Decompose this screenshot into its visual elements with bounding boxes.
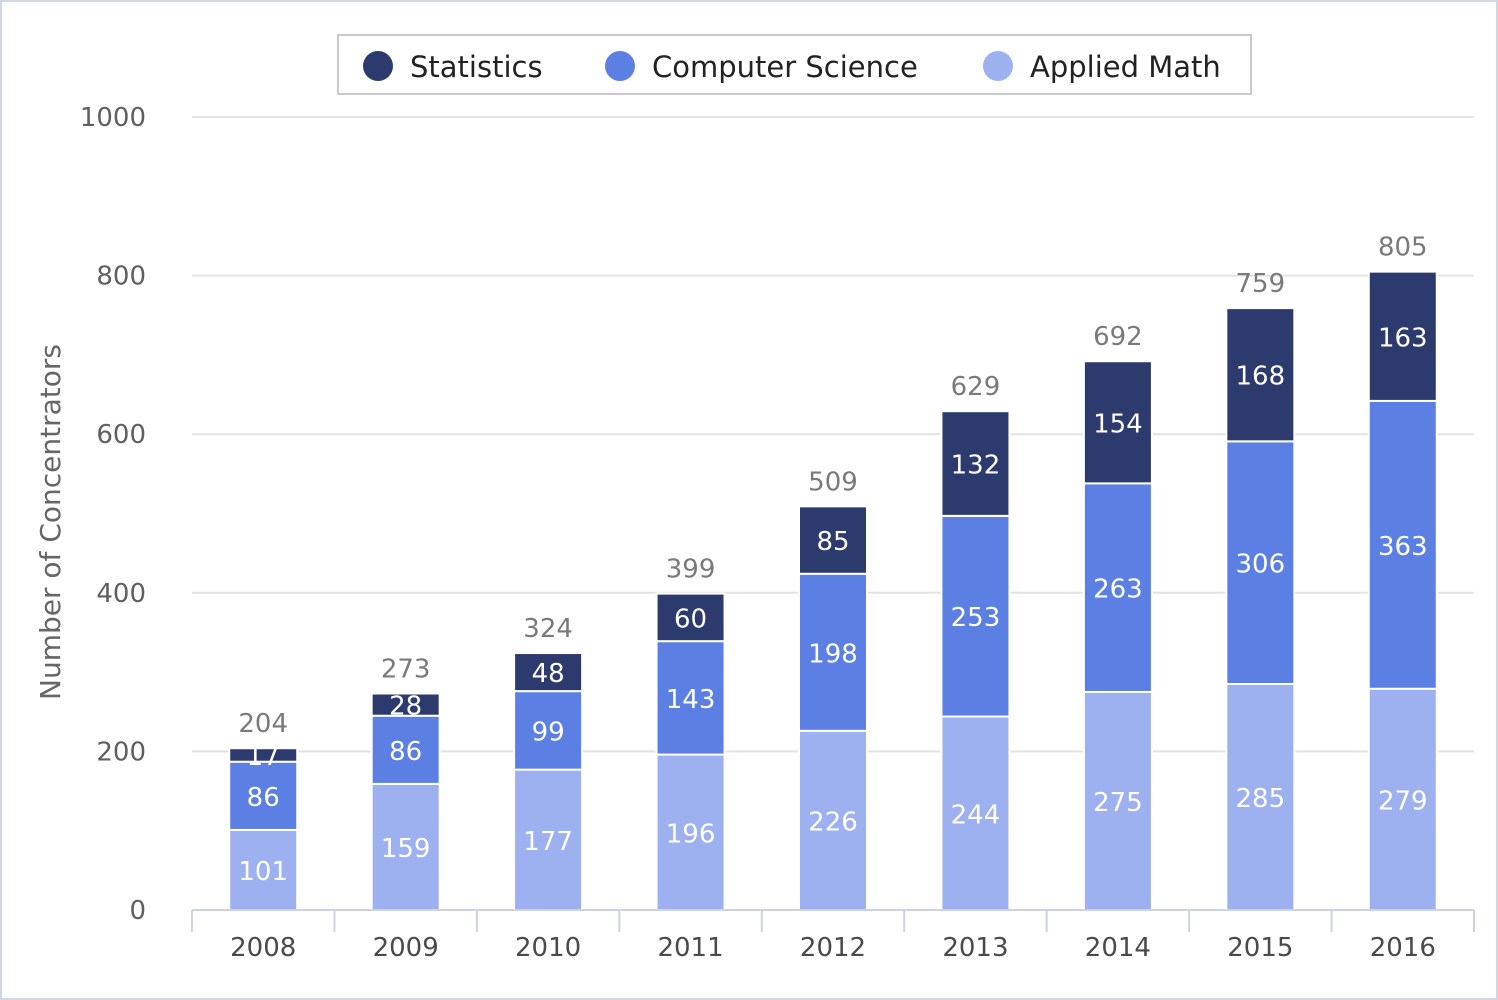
data-label-applied-math-2010: 177 (523, 827, 573, 857)
legend-marker-computer-science[interactable] (605, 51, 635, 81)
data-label-applied-math-2009: 159 (381, 834, 431, 864)
bar-computer-science-2012 (798, 572, 868, 732)
bar-statistics-2013 (940, 410, 1011, 517)
y-axis-title: Number of Concentrators (34, 344, 67, 700)
bar-statistics-2014 (1082, 360, 1153, 485)
data-label-applied-math-2013: 244 (951, 800, 1001, 830)
bar-computer-science-2009 (370, 714, 441, 785)
total-label-2013: 629 (951, 372, 1001, 402)
bar-statistics-2008 (228, 747, 299, 763)
data-label-statistics-2008: 17 (247, 742, 280, 772)
data-label-statistics-2015: 168 (1236, 362, 1286, 392)
data-label-computer-science-2016: 363 (1378, 532, 1428, 562)
bar-applied-math-2014 (1082, 690, 1153, 911)
legend-marker-applied-math[interactable] (983, 51, 1013, 81)
bar-statistics-2011 (655, 592, 726, 643)
x-tick-label: 2014 (1085, 933, 1151, 963)
bar-statistics-2009 (370, 692, 441, 717)
bar-applied-math-2012 (798, 729, 868, 911)
x-tick-label: 2008 (230, 933, 296, 963)
legend-label-computer-science[interactable]: Computer Science (652, 50, 918, 84)
bar-computer-science-2015 (1225, 440, 1296, 685)
legend: Statistics Computer Science Applied Math (337, 34, 1252, 95)
data-label-computer-science-2011: 143 (666, 685, 716, 715)
x-tick-label: 2012 (800, 933, 866, 963)
data-label-computer-science-2014: 263 (1093, 575, 1143, 605)
x-tick-label: 2011 (657, 933, 723, 963)
total-label-2016: 805 (1378, 233, 1428, 263)
data-label-applied-math-2008: 101 (238, 857, 288, 887)
y-tick-label: 800 (96, 262, 146, 292)
data-label-computer-science-2009: 86 (389, 737, 422, 767)
total-label-2009: 273 (381, 655, 431, 685)
data-label-applied-math-2015: 285 (1236, 784, 1286, 814)
data-label-statistics-2009: 28 (389, 692, 422, 722)
total-label-2012: 509 (808, 467, 858, 497)
bar-computer-science-2014 (1082, 482, 1153, 693)
data-label-statistics-2013: 132 (951, 451, 1001, 481)
legend-box (337, 34, 1252, 95)
data-label-computer-science-2010: 99 (532, 717, 565, 747)
data-label-computer-science-2013: 253 (951, 603, 1001, 633)
data-label-applied-math-2014: 275 (1093, 788, 1143, 818)
legend-marker-statistics[interactable] (363, 51, 393, 81)
data-label-computer-science-2012: 198 (808, 639, 858, 669)
bar-applied-math-2016 (1367, 687, 1438, 911)
bar-applied-math-2013 (940, 715, 1011, 911)
y-tick-label: 0 (129, 896, 146, 926)
y-tick-label: 600 (96, 420, 146, 450)
axis-layer: 0 200 400 600 800 1000 2008 2009 2010 2011 2012 201… (80, 103, 1475, 963)
x-tick-label: 2015 (1227, 933, 1293, 963)
total-label-2010: 324 (523, 614, 573, 644)
data-label-statistics-2016: 163 (1378, 323, 1428, 353)
bar-statistics-2015 (1225, 307, 1296, 443)
data-label-applied-math-2012: 226 (808, 807, 858, 837)
y-tick-label: 200 (96, 737, 146, 767)
bar-computer-science-2011 (655, 640, 726, 756)
bar-statistics-2010 (513, 652, 584, 693)
total-label-2011: 399 (666, 555, 716, 585)
bar-statistics-2012 (798, 505, 868, 575)
y-tick-label: 1000 (80, 103, 146, 133)
data-label-computer-science-2008: 86 (247, 783, 280, 813)
legend-label-statistics[interactable]: Statistics (410, 50, 543, 84)
data-label-applied-math-2011: 196 (666, 819, 716, 849)
x-tick-label: 2013 (942, 933, 1008, 963)
bar-computer-science-2016 (1367, 399, 1438, 690)
bar-statistics-2016 (1367, 270, 1438, 402)
x-tick-label: 2010 (515, 933, 581, 963)
total-label-2014: 692 (1093, 322, 1143, 352)
data-label-statistics-2014: 154 (1093, 409, 1143, 439)
x-tick-label: 2009 (373, 933, 439, 963)
x-tick-label: 2016 (1370, 933, 1436, 963)
data-label-statistics-2010: 48 (532, 659, 565, 689)
data-label-statistics-2012: 85 (816, 527, 849, 557)
y-tick-label: 400 (96, 579, 146, 609)
data-label-applied-math-2016: 279 (1378, 786, 1428, 816)
legend-label-applied-math[interactable]: Applied Math (1030, 50, 1221, 84)
data-label-computer-science-2015: 306 (1236, 550, 1286, 580)
bar-computer-science-2013 (940, 514, 1011, 718)
total-label-2015: 759 (1236, 269, 1286, 299)
data-label-statistics-2011: 60 (674, 604, 707, 634)
total-label-2008: 204 (238, 709, 288, 739)
